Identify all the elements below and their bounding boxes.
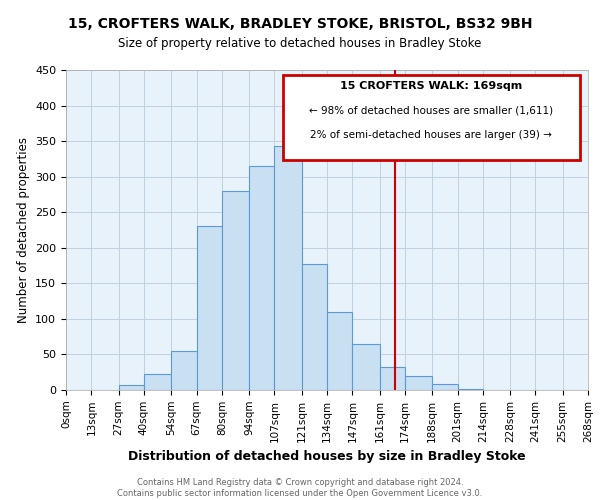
Y-axis label: Number of detached properties: Number of detached properties [17, 137, 29, 323]
Bar [352, 344, 380, 390]
Bar [380, 366, 405, 390]
Bar [119, 385, 144, 390]
Bar [327, 312, 352, 390]
Text: ← 98% of detached houses are smaller (1,611): ← 98% of detached houses are smaller (1,… [310, 106, 553, 116]
Text: 2% of semi-detached houses are larger (39) →: 2% of semi-detached houses are larger (3… [310, 130, 553, 140]
Bar [432, 384, 458, 390]
Text: Size of property relative to detached houses in Bradley Stoke: Size of property relative to detached ho… [118, 38, 482, 51]
Bar [249, 166, 274, 390]
Bar [302, 264, 327, 390]
Text: Contains HM Land Registry data © Crown copyright and database right 2024.
Contai: Contains HM Land Registry data © Crown c… [118, 478, 482, 498]
Bar [171, 351, 197, 390]
Text: 15 CROFTERS WALK: 169sqm: 15 CROFTERS WALK: 169sqm [340, 81, 523, 91]
Bar [144, 374, 171, 390]
Bar [405, 376, 432, 390]
Bar [274, 146, 302, 390]
Bar [197, 226, 222, 390]
Bar [458, 388, 483, 390]
Bar [222, 191, 249, 390]
FancyBboxPatch shape [283, 75, 580, 160]
X-axis label: Distribution of detached houses by size in Bradley Stoke: Distribution of detached houses by size … [128, 450, 526, 463]
Text: 15, CROFTERS WALK, BRADLEY STOKE, BRISTOL, BS32 9BH: 15, CROFTERS WALK, BRADLEY STOKE, BRISTO… [68, 18, 532, 32]
